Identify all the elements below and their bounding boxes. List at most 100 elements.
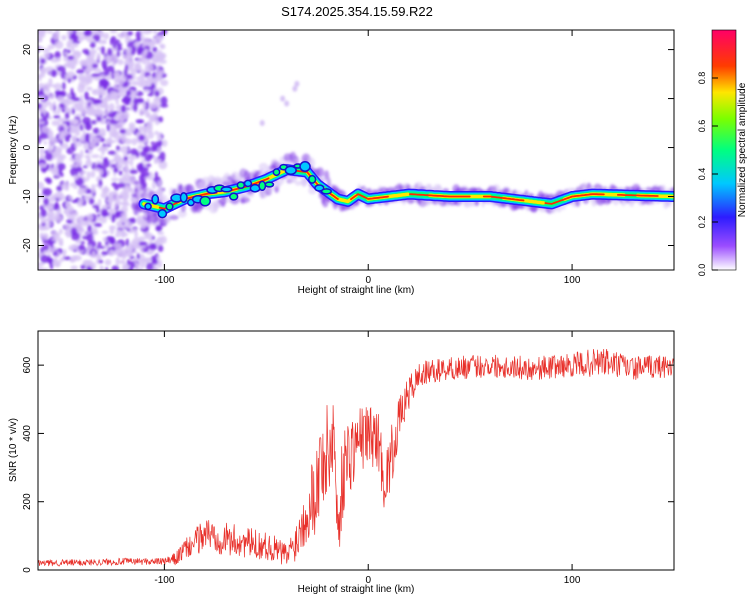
noise-blob	[152, 57, 162, 62]
noise-blob	[38, 163, 46, 168]
noise-blob	[64, 51, 68, 56]
noise-blob	[156, 236, 164, 241]
noise-blob	[133, 41, 139, 48]
colorbar-tick-label: 0.6	[697, 120, 707, 133]
snr-frame	[37, 330, 675, 571]
noise-blob	[69, 127, 78, 134]
noise-field	[38, 30, 674, 270]
noise-blob	[83, 30, 90, 37]
noise-blob	[159, 69, 165, 75]
noise-blob	[157, 244, 164, 253]
halo-blob	[169, 214, 179, 220]
noise-blob	[87, 224, 92, 233]
noise-blob	[41, 226, 51, 231]
noise-blob	[158, 116, 164, 123]
noise-blob	[109, 90, 118, 98]
noise-blob	[39, 95, 46, 101]
signal-patch	[144, 202, 152, 211]
noise-blob	[38, 224, 43, 228]
noise-blob	[114, 210, 120, 219]
noise-blob	[65, 121, 71, 127]
noise-blob	[68, 206, 75, 213]
noise-blob	[129, 169, 138, 175]
noise-blob	[98, 168, 104, 176]
noise-blob	[85, 79, 89, 86]
noise-blob	[119, 145, 129, 154]
noise-blob	[74, 153, 81, 161]
signal-patch	[151, 194, 160, 205]
noise-blob	[76, 69, 85, 74]
noise-blob	[70, 231, 80, 241]
noise-blob	[102, 186, 110, 193]
noise-blob	[123, 68, 128, 76]
noise-blob	[136, 36, 142, 43]
noise-blob	[132, 90, 138, 95]
noise-blob	[71, 244, 79, 250]
noise-blob	[141, 174, 145, 182]
noise-blob	[107, 65, 115, 72]
noise-blob	[50, 211, 55, 218]
noise-blob	[59, 154, 67, 160]
noise-blob	[120, 206, 129, 213]
signal-patch	[258, 180, 267, 191]
noise-blob	[43, 52, 50, 59]
noise-blob	[92, 108, 100, 116]
noise-blob	[63, 256, 71, 261]
signal-patch	[314, 184, 325, 192]
noise-blob	[102, 39, 107, 45]
noise-blob	[147, 93, 154, 97]
colorbar-ticks: 0.0 0.2 0.4 0.6 0.8	[697, 72, 718, 277]
halo-blob	[178, 184, 183, 191]
noise-blob	[100, 192, 108, 199]
noise-blob	[59, 240, 63, 246]
noise-blob	[157, 178, 162, 188]
noise-blob	[89, 254, 99, 259]
noise-blob	[128, 260, 135, 270]
spectrogram-image	[38, 30, 674, 270]
noise-blob	[132, 104, 138, 112]
y-tick-label: -20	[22, 238, 33, 253]
y-tick-label: 0	[22, 567, 33, 573]
halo-blob	[240, 196, 250, 203]
noise-blob	[144, 41, 150, 46]
colorbar-tick-label: 0.0	[697, 264, 707, 277]
noise-blob	[103, 115, 107, 119]
noise-blob	[140, 220, 147, 229]
noise-blob	[86, 67, 95, 72]
halo-blob	[249, 191, 255, 198]
noise-blob	[159, 103, 169, 108]
noise-blob	[96, 116, 102, 122]
noise-blob	[73, 51, 82, 56]
noise-blob	[97, 213, 101, 218]
noise-blob	[40, 112, 44, 118]
noise-blob	[153, 30, 157, 35]
noise-blob	[150, 141, 155, 145]
noise-blob	[110, 240, 116, 245]
noise-blob	[119, 129, 127, 134]
noise-blob	[93, 89, 98, 93]
noise-blob	[113, 157, 121, 162]
y-tick-label: 600	[22, 356, 33, 373]
noise-blob	[114, 152, 119, 158]
noise-blob	[46, 163, 50, 169]
halo-blob	[258, 162, 269, 171]
noise-blob	[69, 35, 76, 40]
noise-blob	[97, 241, 102, 246]
noise-blob	[93, 167, 101, 172]
noise-blob	[73, 185, 78, 190]
noise-blob	[160, 96, 168, 106]
noise-blob	[88, 198, 95, 205]
noise-blob	[134, 64, 138, 72]
noise-blob	[103, 245, 110, 249]
noise-blob	[54, 40, 64, 50]
noise-blob	[60, 118, 65, 126]
chart-title: S174.2025.354.15.59.R22	[281, 4, 433, 19]
noise-blob	[86, 266, 93, 270]
noise-blob	[120, 137, 128, 143]
noise-blob	[71, 259, 76, 263]
noise-blob	[52, 252, 58, 256]
noise-blob	[131, 80, 140, 86]
noise-blob	[121, 212, 127, 218]
signal-patch	[284, 165, 297, 176]
